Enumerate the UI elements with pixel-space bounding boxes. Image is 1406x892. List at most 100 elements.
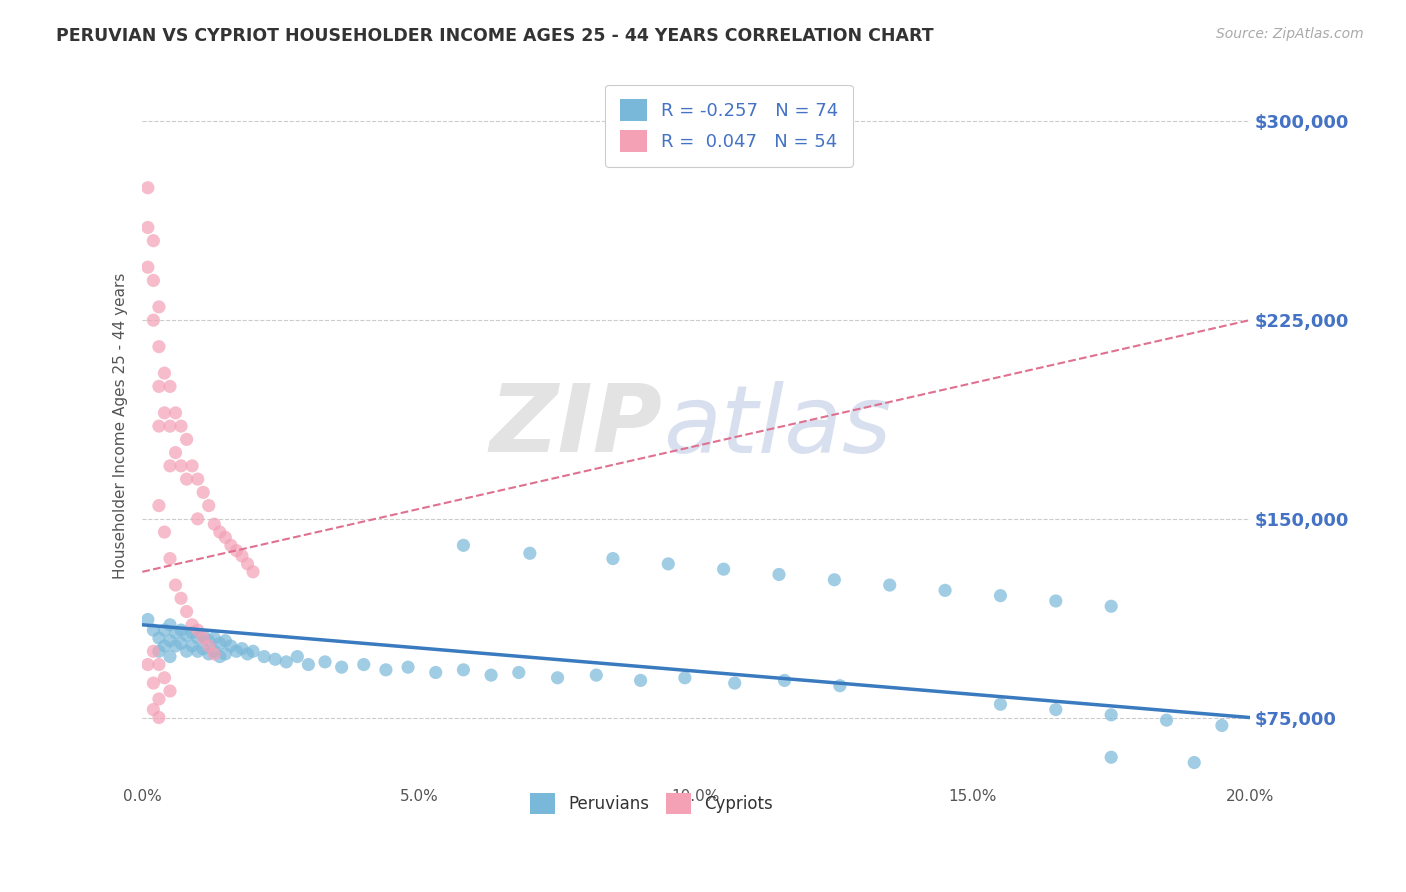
Point xyxy=(136,220,159,235)
Point xyxy=(148,631,170,645)
Point xyxy=(768,567,790,582)
Point xyxy=(297,657,319,672)
Point xyxy=(187,512,209,526)
Point xyxy=(253,649,276,664)
Point xyxy=(148,499,170,513)
Point xyxy=(219,538,242,552)
Point xyxy=(148,657,170,672)
Point xyxy=(197,633,219,648)
Point xyxy=(225,543,247,558)
Point xyxy=(713,562,735,576)
Point xyxy=(353,657,375,672)
Point xyxy=(214,647,236,661)
Point xyxy=(159,617,181,632)
Point xyxy=(214,530,236,544)
Text: Source: ZipAtlas.com: Source: ZipAtlas.com xyxy=(1216,27,1364,41)
Point xyxy=(236,557,259,571)
Point xyxy=(187,472,209,486)
Point xyxy=(136,657,159,672)
Point xyxy=(1045,702,1067,716)
Point xyxy=(170,419,193,434)
Point xyxy=(193,631,215,645)
Point xyxy=(165,445,187,459)
Point xyxy=(208,636,231,650)
Point xyxy=(148,644,170,658)
Point xyxy=(508,665,530,680)
Point xyxy=(136,180,159,194)
Point xyxy=(773,673,796,688)
Point xyxy=(236,647,259,661)
Point xyxy=(990,698,1012,712)
Point xyxy=(657,557,679,571)
Point xyxy=(479,668,502,682)
Point xyxy=(153,366,176,380)
Point xyxy=(197,499,219,513)
Point xyxy=(519,546,541,560)
Point xyxy=(330,660,353,674)
Point xyxy=(208,649,231,664)
Point xyxy=(181,639,204,653)
Point xyxy=(142,644,165,658)
Point xyxy=(202,517,225,532)
Point xyxy=(231,549,253,563)
Point xyxy=(879,578,901,592)
Point xyxy=(181,625,204,640)
Point xyxy=(142,273,165,287)
Point xyxy=(453,538,475,552)
Point xyxy=(165,406,187,420)
Point xyxy=(187,644,209,658)
Point xyxy=(148,710,170,724)
Point xyxy=(165,578,187,592)
Point xyxy=(547,671,569,685)
Point xyxy=(828,679,851,693)
Point xyxy=(425,665,447,680)
Text: ZIP: ZIP xyxy=(489,380,662,472)
Point xyxy=(1182,756,1205,770)
Point xyxy=(176,433,198,447)
Point xyxy=(159,649,181,664)
Point xyxy=(159,633,181,648)
Point xyxy=(374,663,396,677)
Point xyxy=(202,631,225,645)
Point xyxy=(823,573,845,587)
Point xyxy=(170,458,193,473)
Point xyxy=(176,644,198,658)
Point xyxy=(242,565,264,579)
Point xyxy=(136,613,159,627)
Point xyxy=(159,551,181,566)
Point xyxy=(396,660,419,674)
Point xyxy=(602,551,624,566)
Point xyxy=(197,647,219,661)
Point xyxy=(1099,750,1122,764)
Text: PERUVIAN VS CYPRIOT HOUSEHOLDER INCOME AGES 25 - 44 YEARS CORRELATION CHART: PERUVIAN VS CYPRIOT HOUSEHOLDER INCOME A… xyxy=(56,27,934,45)
Point xyxy=(208,525,231,540)
Point xyxy=(1099,707,1122,722)
Point xyxy=(170,591,193,606)
Point xyxy=(242,644,264,658)
Point xyxy=(193,485,215,500)
Point xyxy=(197,639,219,653)
Point xyxy=(1099,599,1122,614)
Point xyxy=(202,647,225,661)
Point xyxy=(142,676,165,690)
Point xyxy=(934,583,956,598)
Point xyxy=(148,300,170,314)
Point xyxy=(153,671,176,685)
Point xyxy=(585,668,607,682)
Legend: Peruvians, Cypriots: Peruvians, Cypriots xyxy=(519,781,785,825)
Point xyxy=(630,673,652,688)
Point xyxy=(1156,713,1178,727)
Point xyxy=(990,589,1012,603)
Point xyxy=(153,406,176,420)
Point xyxy=(159,458,181,473)
Point xyxy=(181,458,204,473)
Point xyxy=(264,652,287,666)
Point xyxy=(193,641,215,656)
Point xyxy=(165,639,187,653)
Point xyxy=(176,472,198,486)
Point xyxy=(148,340,170,354)
Point xyxy=(148,692,170,706)
Point xyxy=(153,525,176,540)
Point xyxy=(148,379,170,393)
Point xyxy=(148,419,170,434)
